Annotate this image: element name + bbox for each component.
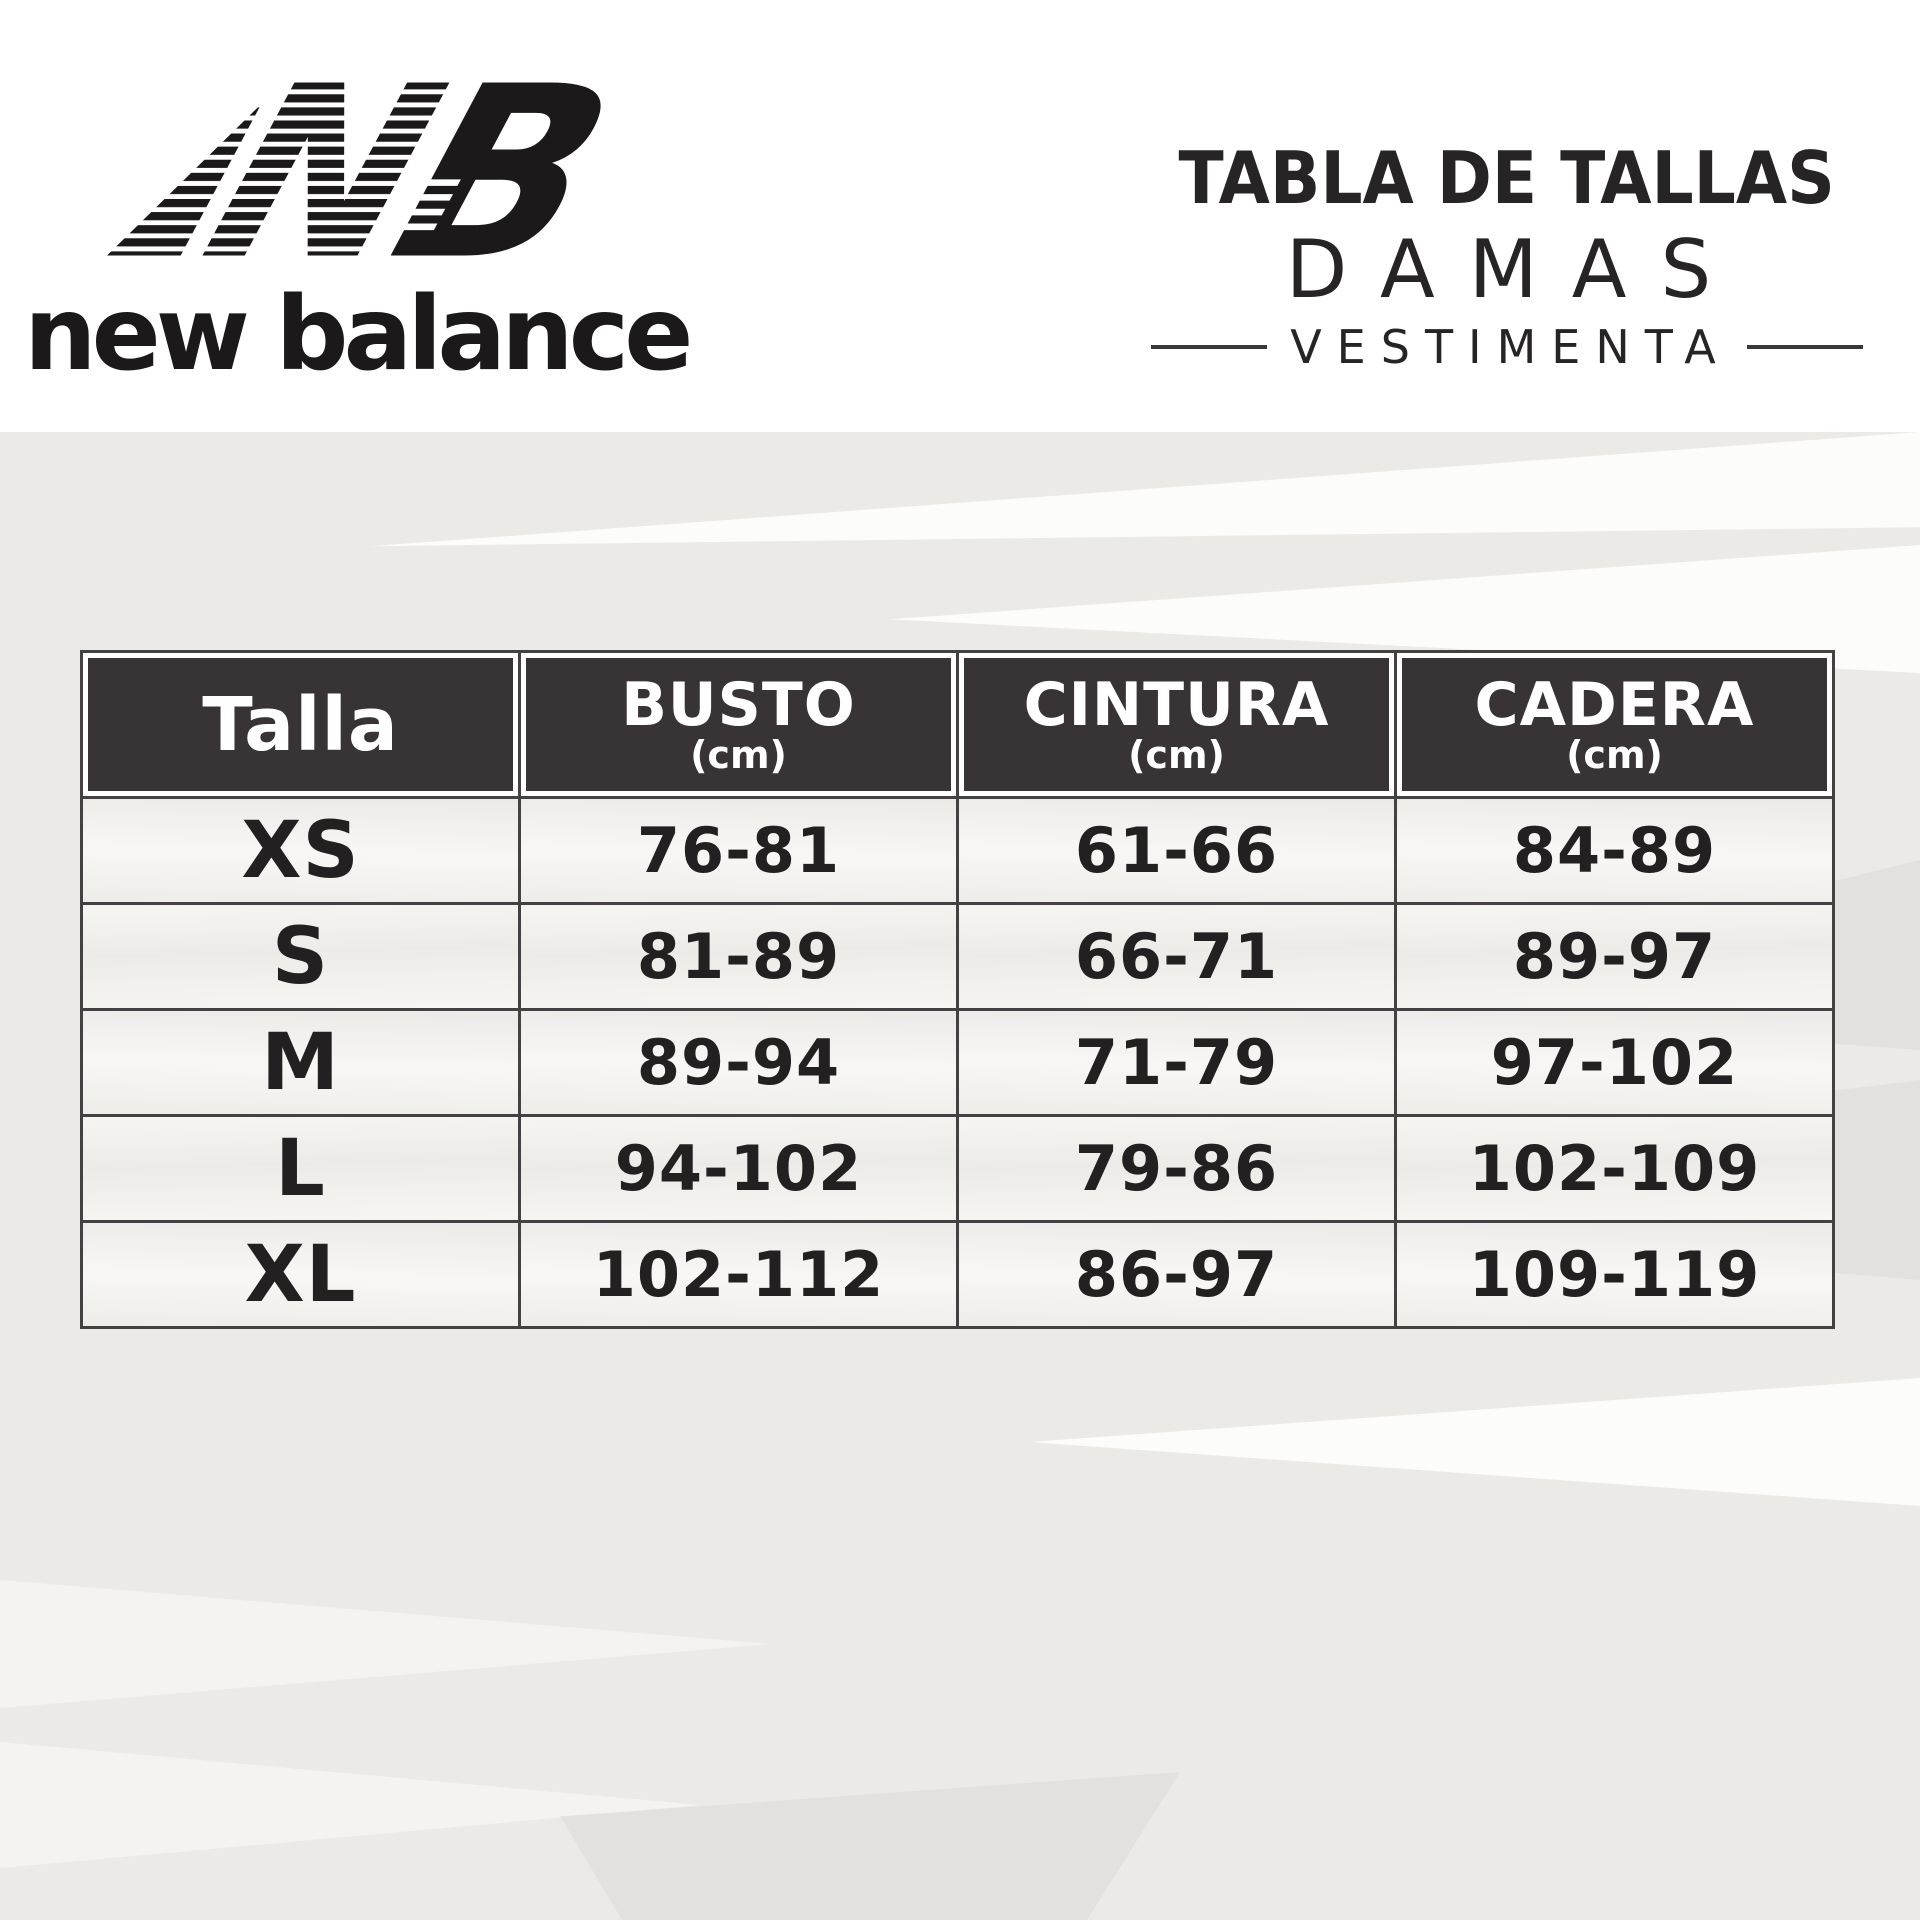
cintura-cell: 86-97 xyxy=(956,1220,1397,1329)
table-row: XL 102-112 86-97 109-119 xyxy=(80,1220,1835,1329)
col-busto-unit: (cm) xyxy=(690,733,787,778)
size-table-wrap: Talla BUSTO (cm) CINTURA (cm) CADERA (cm… xyxy=(80,650,1835,1329)
busto-cell: 76-81 xyxy=(518,796,959,905)
cintura-cell: 79-86 xyxy=(956,1114,1397,1223)
busto-cell: 94-102 xyxy=(518,1114,959,1223)
size-cell: M xyxy=(80,1008,521,1117)
header-row: Talla BUSTO (cm) CINTURA (cm) CADERA (cm… xyxy=(80,650,1835,799)
busto-cell: 81-89 xyxy=(518,902,959,1011)
new-balance-wordmark: new balance xyxy=(24,275,693,394)
col-talla: Talla xyxy=(80,650,521,799)
title-vestimenta-row: VESTIMENTA xyxy=(1151,324,1863,370)
table-row: S 81-89 66-71 89-97 xyxy=(80,902,1835,1011)
col-cadera: CADERA (cm) xyxy=(1394,650,1835,799)
col-busto-label: BUSTO xyxy=(621,670,856,741)
size-cell: XL xyxy=(80,1220,521,1329)
size-cell: XS xyxy=(80,796,521,905)
busto-cell: 102-112 xyxy=(518,1220,959,1329)
busto-cell: 89-94 xyxy=(518,1008,959,1117)
title-vestimenta: VESTIMENTA xyxy=(1290,320,1731,374)
title-damas: DAMAS xyxy=(1285,223,1746,316)
cintura-cell: 61-66 xyxy=(956,796,1397,905)
new-balance-logo-icon: N B xyxy=(107,55,635,268)
cadera-cell: 89-97 xyxy=(1394,902,1835,1011)
cadera-cell: 109-119 xyxy=(1394,1220,1835,1329)
table-row: L 94-102 79-86 102-109 xyxy=(80,1114,1835,1223)
cintura-cell: 71-79 xyxy=(956,1008,1397,1117)
col-cadera-label: CADERA xyxy=(1474,670,1755,741)
page-title: TABLA DE TALLAS xyxy=(1178,136,1836,220)
vestimenta-rule-left xyxy=(1151,345,1268,349)
col-cintura-label: CINTURA xyxy=(1023,670,1330,741)
table-row: M 89-94 71-79 97-102 xyxy=(80,1008,1835,1117)
col-cintura-unit: (cm) xyxy=(1128,733,1225,778)
col-cintura: CINTURA (cm) xyxy=(956,650,1397,799)
col-busto: BUSTO (cm) xyxy=(518,650,959,799)
col-talla-label: Talla xyxy=(202,681,399,768)
table-row: XS 76-81 61-66 84-89 xyxy=(80,796,1835,905)
cadera-cell: 84-89 xyxy=(1394,796,1835,905)
cintura-cell: 66-71 xyxy=(956,902,1397,1011)
vestimenta-rule-right xyxy=(1746,345,1863,349)
cadera-cell: 97-102 xyxy=(1394,1008,1835,1117)
col-cadera-unit: (cm) xyxy=(1566,733,1663,778)
size-cell: S xyxy=(80,902,521,1011)
size-table-body: XS 76-81 61-66 84-89 S 81-89 66-71 89-97… xyxy=(80,796,1835,1329)
size-table: Talla BUSTO (cm) CINTURA (cm) CADERA (cm… xyxy=(80,650,1835,1329)
size-cell: L xyxy=(80,1114,521,1223)
title-block: TABLA DE TALLAS DAMAS VESTIMENTA xyxy=(1151,136,1863,370)
cadera-cell: 102-109 xyxy=(1394,1114,1835,1223)
